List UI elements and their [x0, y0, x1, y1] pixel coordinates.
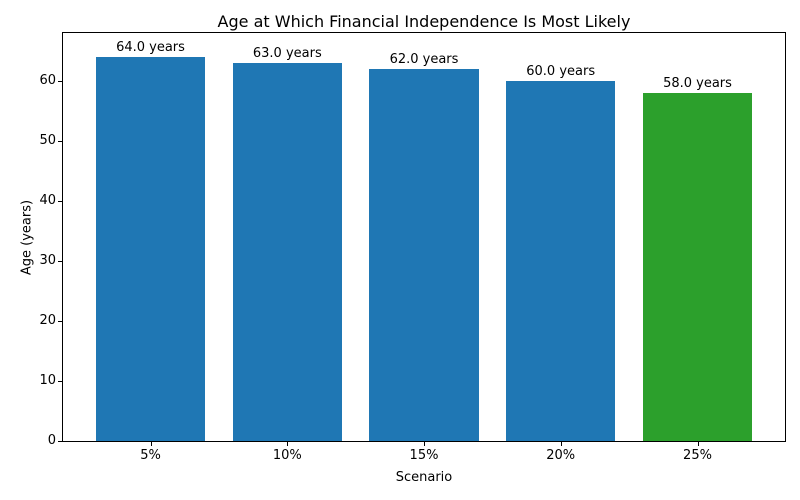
chart-title: Age at Which Financial Independence Is M… [217, 12, 631, 31]
x-tick-mark [287, 442, 289, 446]
bar [232, 63, 342, 441]
bar-value-label: 63.0 years [252, 46, 322, 61]
y-tick-label: 0 [47, 433, 56, 448]
bar [369, 69, 479, 441]
bar [506, 81, 616, 441]
y-tick-label: 20 [39, 313, 56, 328]
y-tick-label: 60 [39, 73, 56, 88]
y-tick-mark [58, 441, 62, 442]
y-tick-label: 30 [39, 253, 56, 268]
x-tick-mark [560, 442, 562, 446]
y-tick-label: 40 [39, 193, 56, 208]
x-tick-label: 25% [683, 448, 712, 463]
x-tick-label: 10% [272, 448, 302, 463]
x-tick-label: 20% [546, 448, 576, 463]
y-tick-mark [58, 321, 62, 322]
y-tick-label: 10 [39, 373, 56, 388]
bar-value-label: 64.0 years [116, 40, 185, 55]
y-tick-mark [58, 141, 62, 142]
x-tick-label: 5% [140, 448, 161, 463]
bar [95, 57, 206, 441]
x-tick-mark [150, 442, 152, 446]
bar-value-label: 60.0 years [526, 64, 596, 79]
y-tick-mark [58, 261, 62, 262]
x-tick-mark [697, 442, 699, 446]
y-tick-mark [58, 381, 62, 382]
y-tick-mark [58, 81, 62, 82]
bar [642, 93, 753, 441]
y-tick-mark [58, 201, 62, 202]
bar-value-label: 58.0 years [663, 76, 732, 91]
x-tick-label: 15% [409, 448, 439, 463]
x-tick-mark [424, 442, 425, 446]
y-axis-label: Age (years) [19, 199, 35, 276]
x-axis-label: Scenario [395, 470, 453, 485]
bar-value-label: 62.0 years [389, 52, 459, 67]
y-tick-label: 50 [39, 133, 56, 148]
